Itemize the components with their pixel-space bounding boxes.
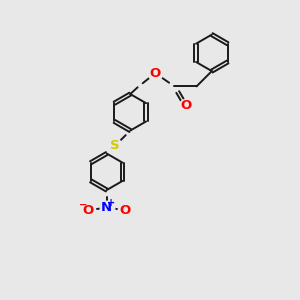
Text: O: O bbox=[180, 99, 191, 112]
Text: −: − bbox=[78, 200, 87, 210]
Text: S: S bbox=[110, 140, 120, 152]
Text: +: + bbox=[107, 198, 116, 208]
Text: O: O bbox=[119, 204, 130, 217]
Text: N: N bbox=[101, 201, 112, 214]
Text: O: O bbox=[83, 204, 94, 217]
Text: O: O bbox=[150, 67, 161, 80]
